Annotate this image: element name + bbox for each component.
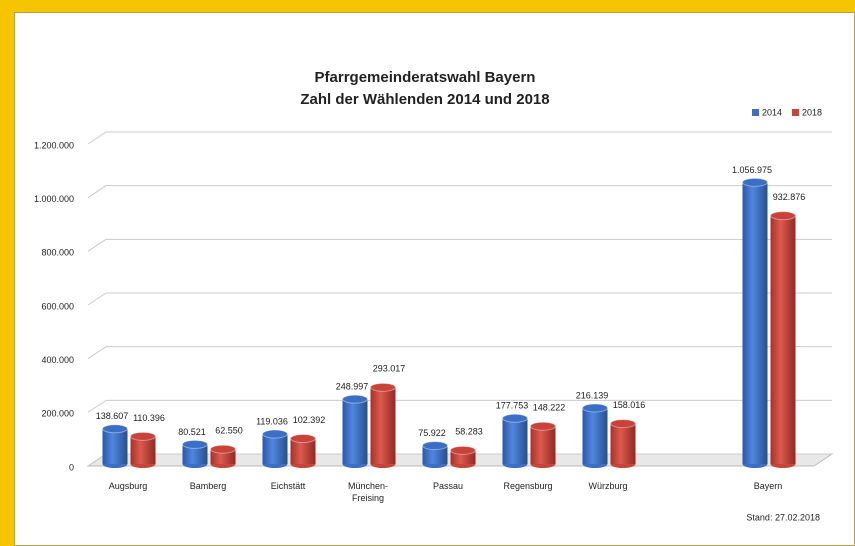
grid-line [87, 238, 832, 252]
y-tick-label: 800.000 [41, 248, 74, 258]
bar [530, 426, 556, 464]
bar [502, 418, 528, 464]
note: Stand: 27.02.2018 [746, 512, 820, 522]
value-label: 1.056.975 [732, 165, 772, 175]
bar [742, 182, 768, 465]
bar-top [422, 441, 448, 451]
value-label: 158.016 [613, 400, 646, 410]
bar [770, 215, 796, 464]
chart-title: Pfarrgemeinderatswahl Bayern [315, 69, 536, 86]
value-label: 148.222 [533, 403, 566, 413]
legend-swatch [752, 109, 759, 116]
y-tick-label: 400.000 [41, 355, 74, 365]
bar-top [582, 403, 608, 413]
grid-line [87, 185, 832, 199]
value-label: 932.876 [773, 192, 806, 202]
grid-line [87, 131, 832, 145]
bar-top [450, 445, 476, 455]
bar [610, 423, 636, 464]
bar [422, 445, 448, 464]
bar-top [102, 424, 128, 434]
value-label: 102.392 [293, 415, 326, 425]
bar-top [342, 394, 368, 404]
value-label: 80.521 [178, 427, 206, 437]
legend-label: 2018 [802, 107, 822, 117]
x-tick-label: Bamberg [189, 481, 227, 491]
bar-top [770, 211, 796, 221]
y-tick-label: 0 [69, 462, 74, 472]
bar [210, 449, 236, 464]
value-label: 248.997 [336, 382, 369, 392]
legend-label: 2014 [762, 107, 782, 117]
bar [582, 408, 608, 464]
y-tick-label: 1.000.000 [34, 194, 74, 204]
bar-top [182, 439, 208, 449]
bar-top [262, 429, 288, 439]
value-label: 293.017 [373, 364, 406, 374]
y-tick-label: 1.200.000 [34, 140, 74, 150]
y-tick-label: 600.000 [41, 301, 74, 311]
value-label: 177.753 [496, 401, 529, 411]
x-tick-label: Würzburg [588, 481, 628, 491]
chart-subtitle: Zahl der Wählenden 2014 und 2018 [300, 91, 549, 108]
value-label: 216.139 [576, 390, 609, 400]
bar-top [370, 382, 396, 392]
y-tick-label: 200.000 [41, 409, 74, 419]
x-tick-label: Bayern [753, 481, 783, 491]
bar-top [290, 434, 316, 444]
value-label: 110.396 [133, 413, 165, 423]
value-label: 138.607 [96, 411, 129, 421]
bar [182, 444, 208, 464]
grid-line [87, 292, 832, 306]
value-label: 62.550 [215, 426, 243, 436]
grid-line [87, 346, 832, 360]
x-tick-label: Regensburg [503, 481, 553, 491]
x-tick-label: Eichstätt [270, 481, 306, 491]
value-label: 75.922 [418, 428, 446, 438]
bar-top [502, 413, 528, 423]
bar-top [210, 444, 236, 454]
bar-top [610, 419, 636, 429]
grid-line [87, 399, 832, 413]
bar [370, 387, 396, 464]
x-tick-label: Passau [432, 481, 464, 491]
bar-top [530, 421, 556, 431]
bar [290, 438, 316, 464]
bar [102, 428, 128, 464]
x-tick-label: München- Freising [347, 481, 389, 503]
bar [342, 399, 368, 464]
value-label: 119.036 [256, 416, 288, 426]
x-tick-label: Augsburg [108, 481, 148, 491]
bar [262, 434, 288, 464]
bar-top [742, 177, 768, 187]
value-label: 58.283 [455, 427, 483, 437]
bar-top [130, 431, 156, 441]
legend-swatch [792, 109, 799, 116]
bar [130, 436, 156, 464]
